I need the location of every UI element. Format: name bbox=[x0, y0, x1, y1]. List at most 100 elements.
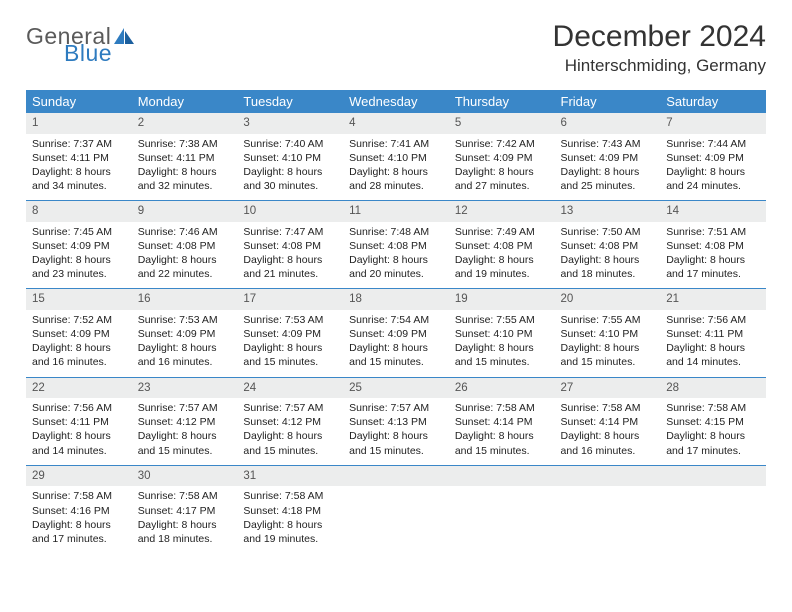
day-details: Sunrise: 7:50 AMSunset: 4:08 PMDaylight:… bbox=[555, 222, 661, 289]
day-details: Sunrise: 7:37 AMSunset: 4:11 PMDaylight:… bbox=[26, 134, 132, 201]
day-number: 15 bbox=[26, 289, 132, 310]
day-details: Sunrise: 7:58 AMSunset: 4:14 PMDaylight:… bbox=[449, 398, 555, 465]
daylight-text-line2: and 15 minutes. bbox=[243, 355, 337, 369]
daylight-text-line1: Daylight: 8 hours bbox=[243, 253, 337, 267]
sunset-text: Sunset: 4:08 PM bbox=[561, 239, 655, 253]
weekday-header: Thursday bbox=[449, 90, 555, 113]
daylight-text-line1: Daylight: 8 hours bbox=[138, 341, 232, 355]
daylight-text-line2: and 30 minutes. bbox=[243, 179, 337, 193]
daylight-text-line2: and 16 minutes. bbox=[138, 355, 232, 369]
day-number-empty bbox=[555, 466, 661, 487]
daylight-text-line2: and 15 minutes. bbox=[455, 444, 549, 458]
sunrise-text: Sunrise: 7:58 AM bbox=[243, 489, 337, 503]
daylight-text-line2: and 22 minutes. bbox=[138, 267, 232, 281]
calendar-day-cell: 29Sunrise: 7:58 AMSunset: 4:16 PMDayligh… bbox=[26, 465, 132, 553]
day-number: 5 bbox=[449, 113, 555, 134]
daylight-text-line2: and 20 minutes. bbox=[349, 267, 443, 281]
calendar-day-cell: 24Sunrise: 7:57 AMSunset: 4:12 PMDayligh… bbox=[237, 377, 343, 465]
sunset-text: Sunset: 4:11 PM bbox=[32, 415, 126, 429]
daylight-text-line1: Daylight: 8 hours bbox=[666, 341, 760, 355]
day-number: 7 bbox=[660, 113, 766, 134]
sunset-text: Sunset: 4:09 PM bbox=[561, 151, 655, 165]
day-number: 20 bbox=[555, 289, 661, 310]
daylight-text-line2: and 15 minutes. bbox=[243, 444, 337, 458]
calendar-week-row: 29Sunrise: 7:58 AMSunset: 4:16 PMDayligh… bbox=[26, 465, 766, 553]
day-details: Sunrise: 7:56 AMSunset: 4:11 PMDaylight:… bbox=[660, 310, 766, 377]
day-details: Sunrise: 7:58 AMSunset: 4:17 PMDaylight:… bbox=[132, 486, 238, 553]
day-details: Sunrise: 7:42 AMSunset: 4:09 PMDaylight:… bbox=[449, 134, 555, 201]
sunset-text: Sunset: 4:13 PM bbox=[349, 415, 443, 429]
daylight-text-line2: and 23 minutes. bbox=[32, 267, 126, 281]
sunrise-text: Sunrise: 7:57 AM bbox=[243, 401, 337, 415]
sunrise-text: Sunrise: 7:58 AM bbox=[32, 489, 126, 503]
day-number: 24 bbox=[237, 378, 343, 399]
daylight-text-line1: Daylight: 8 hours bbox=[243, 341, 337, 355]
sunset-text: Sunset: 4:08 PM bbox=[138, 239, 232, 253]
day-number: 21 bbox=[660, 289, 766, 310]
daylight-text-line1: Daylight: 8 hours bbox=[455, 341, 549, 355]
sunrise-text: Sunrise: 7:48 AM bbox=[349, 225, 443, 239]
calendar-day-cell: 2Sunrise: 7:38 AMSunset: 4:11 PMDaylight… bbox=[132, 113, 238, 201]
sunrise-text: Sunrise: 7:51 AM bbox=[666, 225, 760, 239]
sunrise-text: Sunrise: 7:58 AM bbox=[561, 401, 655, 415]
sunset-text: Sunset: 4:08 PM bbox=[243, 239, 337, 253]
daylight-text-line2: and 34 minutes. bbox=[32, 179, 126, 193]
sunrise-text: Sunrise: 7:42 AM bbox=[455, 137, 549, 151]
daylight-text-line2: and 14 minutes. bbox=[666, 355, 760, 369]
day-number: 17 bbox=[237, 289, 343, 310]
sunset-text: Sunset: 4:09 PM bbox=[455, 151, 549, 165]
sunrise-text: Sunrise: 7:37 AM bbox=[32, 137, 126, 151]
sunrise-text: Sunrise: 7:53 AM bbox=[243, 313, 337, 327]
day-number: 22 bbox=[26, 378, 132, 399]
day-details: Sunrise: 7:57 AMSunset: 4:12 PMDaylight:… bbox=[132, 398, 238, 465]
sunset-text: Sunset: 4:08 PM bbox=[349, 239, 443, 253]
daylight-text-line2: and 14 minutes. bbox=[32, 444, 126, 458]
sunrise-text: Sunrise: 7:54 AM bbox=[349, 313, 443, 327]
day-details: Sunrise: 7:55 AMSunset: 4:10 PMDaylight:… bbox=[555, 310, 661, 377]
daylight-text-line2: and 19 minutes. bbox=[455, 267, 549, 281]
calendar-day-cell: 3Sunrise: 7:40 AMSunset: 4:10 PMDaylight… bbox=[237, 113, 343, 201]
daylight-text-line2: and 32 minutes. bbox=[138, 179, 232, 193]
daylight-text-line2: and 15 minutes. bbox=[455, 355, 549, 369]
sunrise-text: Sunrise: 7:57 AM bbox=[138, 401, 232, 415]
calendar-week-row: 22Sunrise: 7:56 AMSunset: 4:11 PMDayligh… bbox=[26, 377, 766, 465]
day-number: 8 bbox=[26, 201, 132, 222]
sunrise-text: Sunrise: 7:58 AM bbox=[455, 401, 549, 415]
day-details-empty bbox=[555, 486, 661, 538]
day-details: Sunrise: 7:51 AMSunset: 4:08 PMDaylight:… bbox=[660, 222, 766, 289]
day-number: 28 bbox=[660, 378, 766, 399]
day-details: Sunrise: 7:58 AMSunset: 4:16 PMDaylight:… bbox=[26, 486, 132, 553]
day-number: 12 bbox=[449, 201, 555, 222]
day-details: Sunrise: 7:38 AMSunset: 4:11 PMDaylight:… bbox=[132, 134, 238, 201]
daylight-text-line1: Daylight: 8 hours bbox=[32, 518, 126, 532]
daylight-text-line1: Daylight: 8 hours bbox=[138, 165, 232, 179]
daylight-text-line1: Daylight: 8 hours bbox=[455, 165, 549, 179]
daylight-text-line1: Daylight: 8 hours bbox=[561, 165, 655, 179]
sunset-text: Sunset: 4:11 PM bbox=[666, 327, 760, 341]
sunset-text: Sunset: 4:15 PM bbox=[666, 415, 760, 429]
calendar-day-cell: 31Sunrise: 7:58 AMSunset: 4:18 PMDayligh… bbox=[237, 465, 343, 553]
daylight-text-line1: Daylight: 8 hours bbox=[32, 429, 126, 443]
day-details: Sunrise: 7:44 AMSunset: 4:09 PMDaylight:… bbox=[660, 134, 766, 201]
calendar-day-cell: 8Sunrise: 7:45 AMSunset: 4:09 PMDaylight… bbox=[26, 201, 132, 289]
day-details-empty bbox=[449, 486, 555, 538]
daylight-text-line1: Daylight: 8 hours bbox=[349, 429, 443, 443]
daylight-text-line1: Daylight: 8 hours bbox=[349, 341, 443, 355]
daylight-text-line1: Daylight: 8 hours bbox=[138, 429, 232, 443]
daylight-text-line1: Daylight: 8 hours bbox=[666, 165, 760, 179]
sunset-text: Sunset: 4:08 PM bbox=[455, 239, 549, 253]
daylight-text-line1: Daylight: 8 hours bbox=[243, 165, 337, 179]
day-number: 9 bbox=[132, 201, 238, 222]
day-details: Sunrise: 7:49 AMSunset: 4:08 PMDaylight:… bbox=[449, 222, 555, 289]
day-details: Sunrise: 7:43 AMSunset: 4:09 PMDaylight:… bbox=[555, 134, 661, 201]
day-details: Sunrise: 7:58 AMSunset: 4:15 PMDaylight:… bbox=[660, 398, 766, 465]
sunset-text: Sunset: 4:18 PM bbox=[243, 504, 337, 518]
sunset-text: Sunset: 4:10 PM bbox=[455, 327, 549, 341]
calendar-week-row: 8Sunrise: 7:45 AMSunset: 4:09 PMDaylight… bbox=[26, 201, 766, 289]
sunset-text: Sunset: 4:16 PM bbox=[32, 504, 126, 518]
daylight-text-line1: Daylight: 8 hours bbox=[455, 429, 549, 443]
sunset-text: Sunset: 4:14 PM bbox=[455, 415, 549, 429]
daylight-text-line1: Daylight: 8 hours bbox=[32, 165, 126, 179]
sunrise-text: Sunrise: 7:52 AM bbox=[32, 313, 126, 327]
calendar-day-cell: 17Sunrise: 7:53 AMSunset: 4:09 PMDayligh… bbox=[237, 289, 343, 377]
